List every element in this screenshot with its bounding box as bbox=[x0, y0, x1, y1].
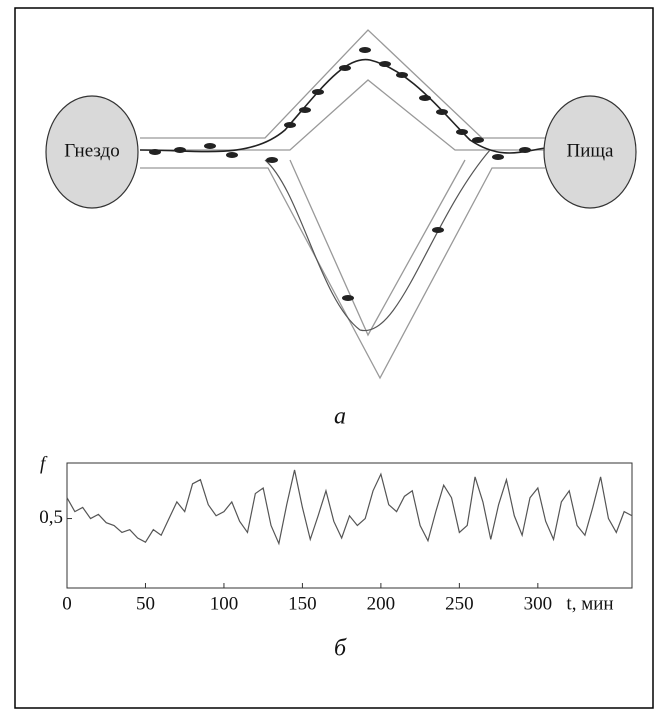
x-tick-label: 0 bbox=[62, 593, 72, 614]
caption-b: б bbox=[334, 636, 347, 662]
nest bbox=[45, 95, 139, 209]
x-tick-label: 150 bbox=[288, 593, 317, 614]
x-tick-label: 100 bbox=[210, 593, 239, 614]
nest-label: Гнездо bbox=[64, 140, 119, 161]
maze bbox=[140, 29, 545, 380]
y-tick-label: 0,5 bbox=[39, 507, 63, 528]
plot-frame bbox=[66, 462, 633, 589]
ants bbox=[149, 47, 531, 301]
x-tick-label: 50 bbox=[136, 593, 155, 614]
frame bbox=[14, 7, 654, 709]
x-label: t, мин bbox=[566, 593, 613, 614]
y-label: f bbox=[40, 453, 48, 474]
x-tick-label: 200 bbox=[367, 593, 396, 614]
x-tick-label: 300 bbox=[524, 593, 553, 614]
long-trail bbox=[264, 149, 491, 332]
caption-a: а bbox=[334, 404, 346, 430]
food-label: Пища bbox=[567, 140, 615, 161]
food bbox=[543, 95, 637, 209]
x-tick-label: 250 bbox=[445, 593, 474, 614]
line-series bbox=[66, 469, 633, 546]
ant-trail bbox=[139, 58, 546, 154]
